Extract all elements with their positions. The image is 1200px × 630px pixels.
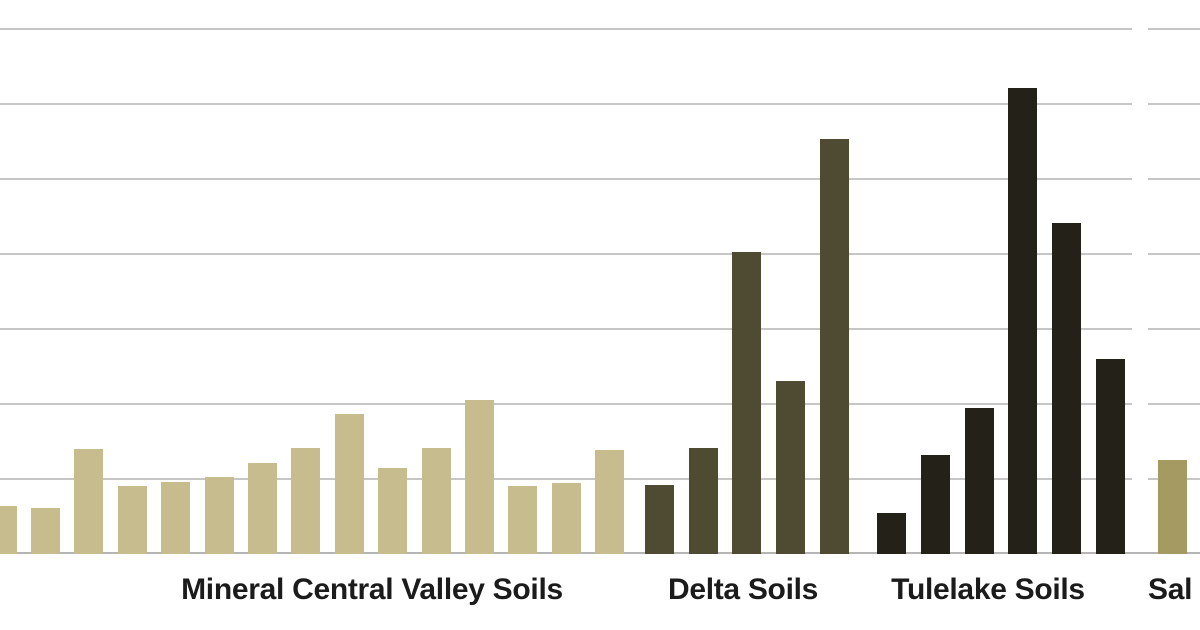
category-label: Delta Soils [667,573,819,606]
bar [595,450,625,554]
bar [378,468,408,554]
bar [465,400,494,554]
bar [1157,460,1187,554]
gridline [0,178,1200,180]
bar [964,408,994,554]
bar [74,449,104,554]
bar [1008,88,1038,554]
gridline [0,103,1200,105]
bar [291,448,321,554]
bar [1095,359,1125,554]
gridline-gap-seam [1132,20,1148,546]
bar [551,483,581,554]
bar [508,486,538,554]
bar [117,486,147,554]
bar [776,381,806,554]
bar [421,448,451,554]
category-label: Tulelake Soils [891,573,1085,606]
bar [877,513,907,554]
bar [31,508,60,554]
bar [688,448,718,554]
bar [204,477,234,554]
category-label: Sal [1148,573,1193,606]
bar [334,414,364,554]
bar [819,139,849,554]
gridline [0,328,1200,330]
gridline [0,253,1200,255]
bar [1052,223,1082,554]
bar [644,485,674,554]
gridline [0,28,1200,30]
category-label: Mineral Central Valley Soils [181,573,563,606]
bar [0,506,17,554]
bar [732,252,762,554]
gridline [0,403,1200,405]
bar [921,455,950,554]
bar [248,463,277,554]
bar [161,482,191,554]
